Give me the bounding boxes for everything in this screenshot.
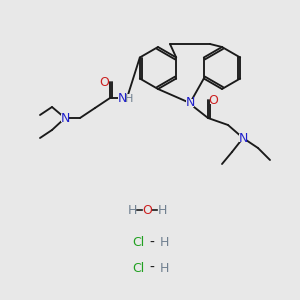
FancyBboxPatch shape [209, 97, 217, 104]
Text: -: - [150, 261, 154, 275]
Text: O: O [208, 94, 218, 106]
FancyBboxPatch shape [100, 79, 107, 86]
Text: H: H [159, 236, 169, 250]
Text: H: H [125, 94, 133, 104]
Text: -: - [150, 236, 154, 250]
FancyBboxPatch shape [186, 99, 194, 107]
Text: N: N [117, 92, 127, 104]
Text: O: O [99, 76, 109, 88]
FancyBboxPatch shape [118, 94, 132, 102]
Text: H: H [157, 203, 167, 217]
FancyBboxPatch shape [239, 134, 247, 142]
Text: N: N [185, 97, 195, 110]
Text: N: N [60, 112, 70, 124]
Text: Cl: Cl [132, 262, 144, 275]
Text: Cl: Cl [132, 236, 144, 250]
Text: H: H [127, 203, 137, 217]
Text: N: N [238, 131, 248, 145]
Text: O: O [142, 203, 152, 217]
Text: H: H [159, 262, 169, 275]
FancyBboxPatch shape [61, 114, 69, 122]
